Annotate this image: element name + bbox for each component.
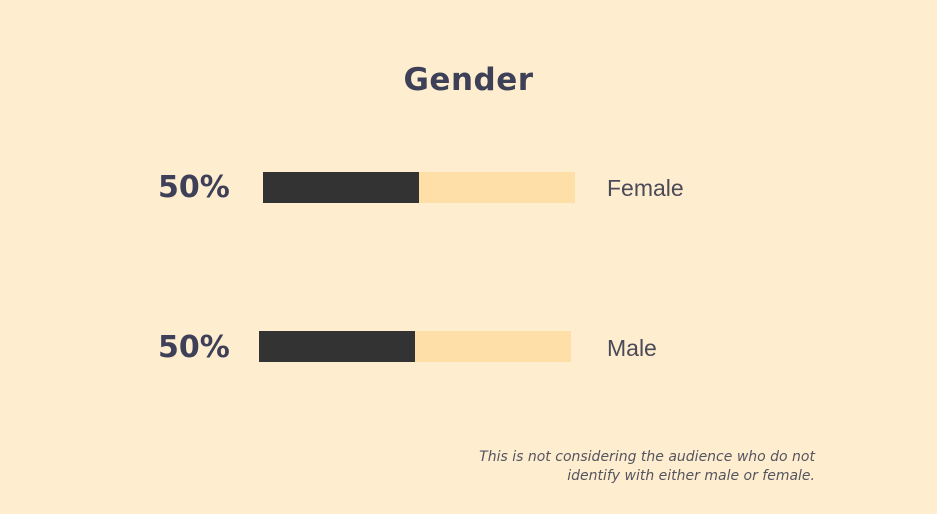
chart-title: Gender [403,62,534,98]
bar-male [259,331,415,362]
bar-female [263,172,419,203]
bar-track-male [259,331,571,362]
value-label-female: 50% [158,170,230,205]
category-label-female: Female [607,175,684,201]
footnote: This is not considering the audience who… [479,449,815,484]
value-label-male: 50% [158,330,230,365]
category-label-male: Male [607,335,657,361]
bar-track-female [263,172,575,203]
